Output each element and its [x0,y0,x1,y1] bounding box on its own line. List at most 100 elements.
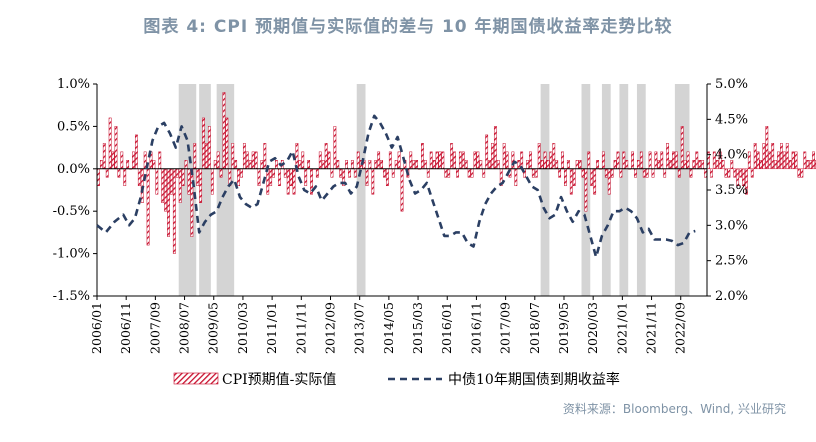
bar [774,160,778,170]
bar [730,160,734,170]
bar [724,168,728,178]
bar [111,151,115,170]
bar [126,160,130,170]
bar [231,143,235,170]
bar [680,126,684,170]
bar [388,151,392,170]
bar [155,168,159,195]
bar [712,151,716,170]
bar [744,168,748,195]
x-tick-label: 2015/03 [410,302,425,354]
bar [199,168,203,203]
bar [175,168,179,178]
x-tick-label: 2007/09 [147,302,162,354]
bar [555,160,559,170]
bar [669,160,672,170]
bar [566,160,570,170]
bar [242,143,246,170]
bar [172,168,176,254]
bar [645,168,649,178]
x-tick-label: 2017/09 [498,302,513,354]
x-tick-label: 2011/11 [293,302,308,354]
bar [348,168,351,178]
bar [785,143,789,170]
bar [569,168,573,195]
bar [170,168,173,195]
bar [275,160,278,170]
bar [263,143,267,170]
bar [99,160,103,170]
bar [660,151,664,170]
bar [318,151,322,170]
bar [780,143,783,170]
right-tick-label: 4.5% [715,112,748,127]
bar [450,143,454,170]
left-tick-label: -0.5% [53,204,90,219]
x-tick-label: 2014/05 [381,302,396,354]
right-tick-label: 2.0% [715,289,748,304]
bar [415,160,419,170]
legend-line-label: 中债10年期国债到期收益率 [448,371,620,388]
left-tick-label: -1.5% [53,289,90,304]
bar [683,160,687,170]
bar [324,143,328,170]
x-tick-label: 2011/01 [264,302,279,354]
legend-bar-swatch [173,372,219,385]
bar [304,168,308,187]
bar [581,168,585,178]
shaded-period [216,84,235,296]
right-tick-label: 3.5% [715,183,748,198]
bar [132,151,135,170]
bar [546,160,550,170]
bar [552,143,556,170]
bar [330,168,334,178]
bar [210,168,214,195]
bar [345,160,348,170]
bar [759,160,763,170]
bar [765,126,769,170]
bar [432,160,436,170]
bar [97,168,100,187]
x-tick-label: 2021/01 [614,302,629,354]
bar [709,168,713,178]
bar [727,168,731,178]
bar [753,143,757,170]
bar [257,168,261,187]
bar [590,168,594,187]
bar [794,151,798,170]
bar [216,151,220,170]
bar [756,151,760,170]
bar [543,151,547,170]
bar [575,160,579,170]
bar [704,168,707,178]
bar [733,168,737,178]
bar [526,160,529,170]
bar [677,168,681,178]
bar [634,168,637,178]
bar [380,160,383,170]
bar [245,151,249,170]
bar [365,168,369,187]
bar [146,168,150,246]
line-series [96,114,696,259]
bar [791,151,795,170]
bar [750,168,754,178]
bar [491,143,494,170]
x-tick-label: 2006/11 [118,302,133,354]
bar [254,151,258,170]
bar [534,168,538,178]
bar [806,160,810,170]
bar [219,168,223,178]
bar [689,168,693,178]
bar [803,151,807,170]
bar [371,168,375,195]
left-tick-label: 0.5% [57,119,90,134]
bar [674,151,678,170]
bar [578,160,582,170]
bar [531,168,535,178]
bar [248,160,252,170]
shaded-period [356,84,366,296]
x-tick-label: 2016/01 [439,302,454,354]
right-tick-label: 4.0% [715,148,748,163]
